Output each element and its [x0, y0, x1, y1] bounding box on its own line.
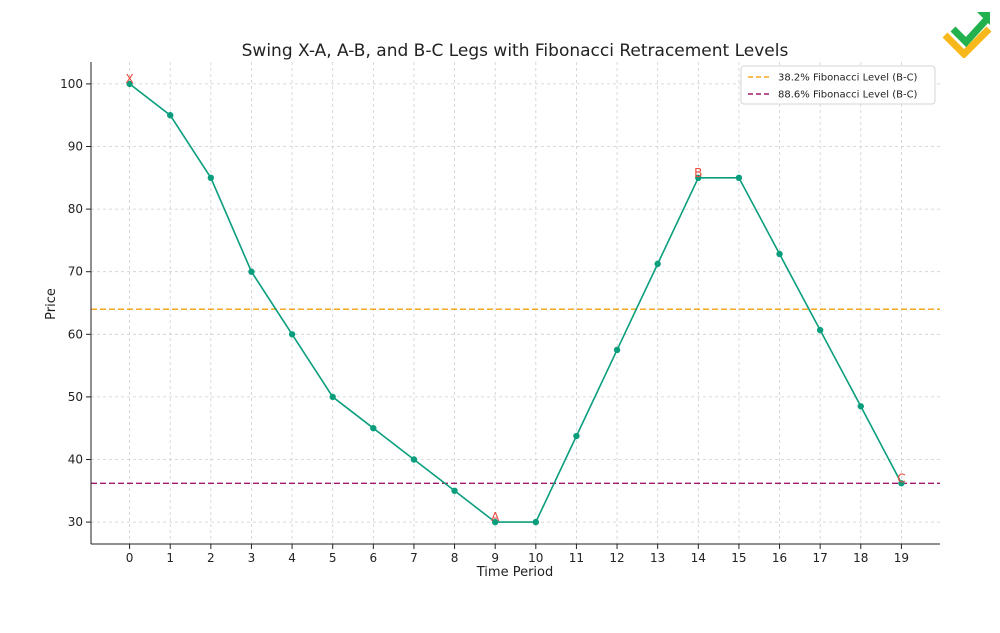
annotations: X A B C [125, 72, 905, 524]
x-tick-label: 14 [691, 551, 706, 565]
data-point [451, 487, 458, 494]
x-tick-label: 0 [126, 551, 134, 565]
x-tick-label: 12 [609, 551, 624, 565]
data-point [613, 346, 621, 354]
data-point [207, 174, 215, 182]
x-tick-label: 5 [329, 551, 337, 565]
data-point [248, 268, 255, 275]
data-point [491, 518, 499, 526]
x-tick-label: 13 [650, 551, 665, 565]
swing-point-label: A [491, 510, 500, 524]
x-tick-label: 3 [248, 551, 256, 565]
x-tick-label: 2 [207, 551, 215, 565]
legend: 38.2% Fibonacci Level (B-C) 88.6% Fibonac… [740, 65, 936, 105]
brand-logo-icon [942, 12, 992, 58]
y-tick-label: 80 [68, 202, 83, 216]
legend-label: 38.2% Fibonacci Level (B-C) [778, 73, 918, 84]
data-point [410, 456, 418, 463]
x-tick-label: 1 [166, 551, 174, 565]
legend-label: 88.6% Fibonacci Level (B-C) [778, 90, 918, 101]
data-point [735, 174, 743, 182]
x-axis-label: Time Period [476, 565, 553, 580]
logo-yellow-chevron [942, 26, 992, 58]
data-point [329, 393, 336, 401]
legend-box [740, 65, 936, 105]
y-tick-label: 60 [68, 327, 83, 341]
axes [90, 62, 940, 545]
x-tick-label: 10 [528, 551, 543, 565]
data-point [695, 174, 702, 182]
swing-point-label: B [694, 166, 702, 180]
data-point [370, 424, 377, 432]
x-tick-label: 19 [894, 551, 909, 565]
x-tick-label: 15 [731, 551, 746, 565]
x-tick-label: 9 [491, 551, 499, 565]
data-point [126, 80, 133, 88]
y-tick-label: 70 [68, 265, 83, 279]
logo-green-arrow-tip [977, 12, 990, 25]
x-tick-label: 17 [813, 551, 828, 565]
x-tick-label: 16 [772, 551, 787, 565]
data-point [857, 403, 864, 410]
data-point [898, 480, 905, 487]
chart-title: Swing X-A, A-B, and B-C Legs with Fibona… [242, 41, 789, 61]
data-point [288, 331, 296, 338]
y-axis-label: Price [44, 288, 59, 320]
price-line [129, 83, 903, 523]
x-tick-label: 4 [288, 551, 296, 565]
x-tick-label: 8 [451, 551, 459, 565]
data-point [167, 112, 174, 119]
x-tick-label: 6 [370, 551, 378, 565]
y-tick-label: 100 [60, 77, 83, 91]
data-point [816, 326, 824, 334]
y-tick-label: 90 [68, 140, 83, 154]
y-tick-label: 50 [68, 390, 83, 404]
data-point [776, 250, 783, 258]
logo-green-chevron [950, 16, 990, 48]
y-tick-label: 40 [68, 452, 83, 466]
x-tick-label: 18 [853, 551, 868, 565]
x-ticks: 0 1 2 3 4 5 6 7 8 9 10 11 12 13 14 15 16 17 18 19 [126, 544, 909, 565]
grid [91, 62, 940, 544]
series-group [126, 80, 905, 526]
swing-point-label: X [125, 72, 133, 86]
data-point [573, 432, 580, 440]
data-point [654, 260, 661, 268]
data-point [532, 518, 540, 526]
swing-point-label: C [897, 471, 905, 485]
y-tick-label: 30 [68, 515, 83, 529]
fibonacci-lines [91, 308, 940, 484]
y-ticks: 30 40 50 60 70 80 90 100 [60, 77, 91, 529]
x-tick-label: 7 [410, 551, 418, 565]
x-tick-label: 11 [569, 551, 584, 565]
